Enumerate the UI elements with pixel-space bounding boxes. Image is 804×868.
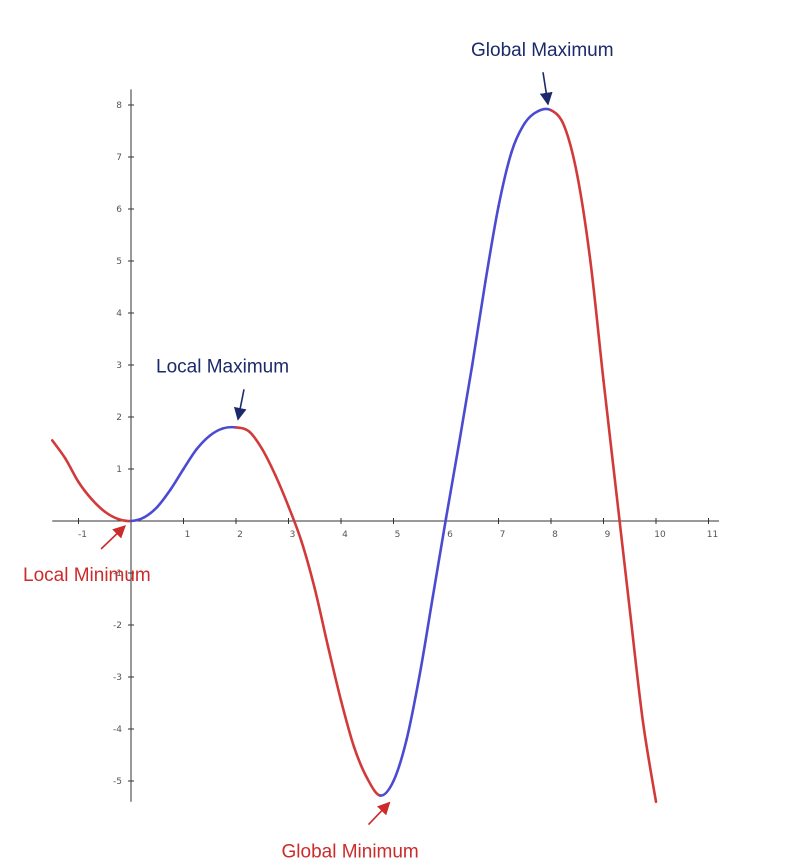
curve-segment-decreasing xyxy=(234,426,251,433)
curve-segment-decreasing xyxy=(365,777,382,797)
axes: -1 1 2 3 4 5 6 7 8 9 10 11 8 7 6 5 4 3 2 1 -1 -2 -3 -4 -5 xyxy=(52,89,719,802)
y-tick-label: 3 xyxy=(116,361,122,371)
x-tick-label: 2 xyxy=(237,530,243,540)
curve xyxy=(50,107,658,804)
x-tick-label: 7 xyxy=(500,530,506,540)
x-tick-label: 1 xyxy=(185,530,191,540)
curve-segment-decreasing xyxy=(116,517,133,523)
y-tick-label: 1 xyxy=(116,465,122,475)
curve-segment-decreasing xyxy=(562,124,579,177)
curve-segment-increasing xyxy=(457,363,474,445)
curve-segment-decreasing xyxy=(615,493,632,611)
y-tick-label: 8 xyxy=(116,101,122,111)
curve-segment-increasing xyxy=(208,427,225,438)
curve-segment-decreasing xyxy=(90,497,107,513)
local-maximum-label: Local Maximum xyxy=(156,356,289,377)
x-tick-label: 11 xyxy=(707,530,718,540)
curve-segment-increasing xyxy=(418,595,435,676)
x-tick-label: 6 xyxy=(447,530,453,540)
curve-segment-increasing xyxy=(379,779,395,797)
curve-segment-decreasing xyxy=(352,745,369,780)
curve-segment-decreasing xyxy=(575,173,592,263)
x-tick-label: 3 xyxy=(290,530,296,540)
local-maximum-arrow xyxy=(233,389,247,421)
curve-segment-increasing xyxy=(470,280,487,367)
y-tick-label: -1 xyxy=(113,569,122,579)
curve-segment-increasing xyxy=(444,441,461,520)
x-tick-label: 5 xyxy=(395,530,401,540)
y-tick-label: 4 xyxy=(116,309,122,319)
x-tick-label: 10 xyxy=(654,530,666,540)
local-minimum-arrow xyxy=(100,525,126,550)
global-minimum-label: Global Minimum xyxy=(282,842,419,863)
curve-segment-decreasing xyxy=(641,719,658,804)
y-tick-label: -2 xyxy=(113,621,122,631)
y-tick-label: 6 xyxy=(116,205,122,215)
curve-segment-increasing xyxy=(405,673,422,741)
curve-segment-decreasing xyxy=(247,430,264,451)
curve-segment-increasing xyxy=(182,447,198,471)
curve-segment-increasing xyxy=(129,516,146,523)
curve-segment-decreasing xyxy=(300,540,317,590)
curve-segment-increasing xyxy=(536,107,553,113)
curve-segment-decreasing xyxy=(628,608,645,723)
curve-segment-decreasing xyxy=(326,644,343,702)
curve-segment-increasing xyxy=(195,434,212,451)
curve-segment-decreasing xyxy=(287,505,303,544)
y-tick-label: -5 xyxy=(113,777,122,787)
curve-segment-decreasing xyxy=(602,379,618,497)
y-tick-label: -4 xyxy=(113,725,122,735)
y-tick-label: 2 xyxy=(116,413,122,423)
local-minimum-label: Local Minimum xyxy=(23,565,151,586)
y-tick-label: 5 xyxy=(116,257,122,267)
curve-segment-decreasing xyxy=(50,439,67,460)
curve-segment-increasing xyxy=(484,205,500,284)
curve-segment-increasing xyxy=(221,425,238,430)
x-tick-label: 9 xyxy=(605,530,611,540)
curve-segment-increasing xyxy=(431,517,448,598)
curve-segment-decreasing xyxy=(549,108,566,128)
x-tick-label: 8 xyxy=(552,530,558,540)
global-maximum-label: Global Maximum xyxy=(471,40,614,61)
curve-segment-decreasing xyxy=(260,447,277,477)
curve-segment-increasing xyxy=(510,121,527,154)
curve-segment-decreasing xyxy=(77,480,93,501)
y-tick-label: 7 xyxy=(116,153,122,163)
global-maximum-arrow xyxy=(539,72,553,106)
curve-segment-increasing xyxy=(523,109,540,125)
curve-segment-increasing xyxy=(169,467,185,492)
curve-segment-decreasing xyxy=(64,457,80,484)
curve-segment-decreasing xyxy=(274,473,290,508)
x-tick-label: 4 xyxy=(342,530,348,540)
annotations: Global Maximum Local Maximum Local Minimum… xyxy=(23,40,614,862)
y-tick-label: -3 xyxy=(113,673,122,683)
curve-segment-increasing xyxy=(155,488,172,509)
curve-segment-increasing xyxy=(497,150,513,208)
curve-segment-decreasing xyxy=(103,510,120,521)
curve-segment-increasing xyxy=(142,505,159,519)
global-minimum-arrow xyxy=(367,801,391,826)
curve-segment-decreasing xyxy=(589,259,605,382)
curve-segment-decreasing xyxy=(339,699,356,749)
curve-segment-increasing xyxy=(392,738,408,783)
curve-segment-decreasing xyxy=(313,587,330,648)
x-tick-label: -1 xyxy=(78,530,87,540)
